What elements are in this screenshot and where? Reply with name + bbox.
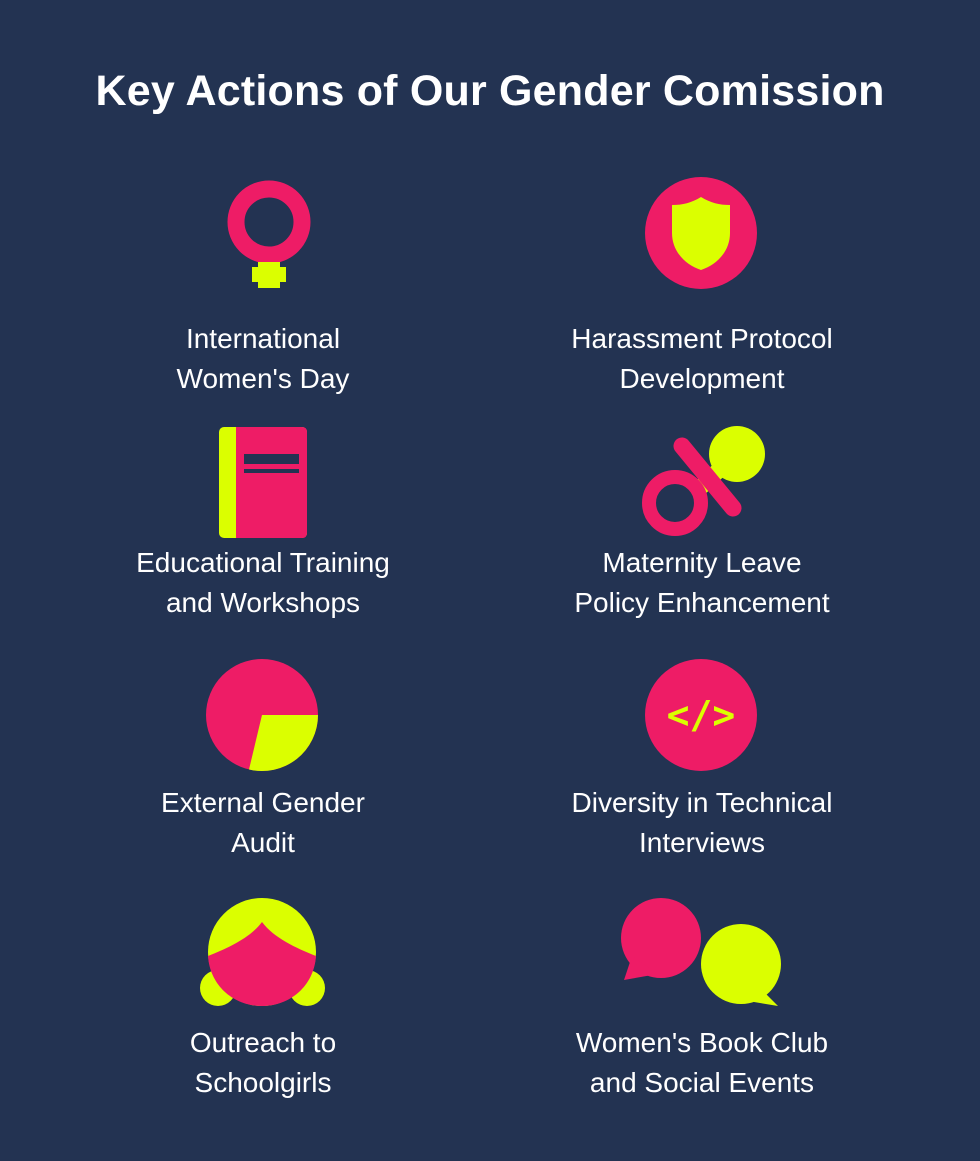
page-title: Key Actions of Our Gender Comission — [95, 67, 885, 115]
item-label-outreach-schoolgirls: Outreach to Schoolgirls — [189, 1027, 337, 1098]
pie-chart-icon — [206, 659, 318, 772]
item-label-maternity-leave: Maternity Leave Policy Enhancement — [574, 547, 830, 618]
book-icon — [219, 427, 307, 538]
pacifier-icon — [642, 426, 765, 536]
girl-face-icon — [200, 898, 325, 1006]
item-label-harassment-protocol: Harassment Protocol Development — [571, 323, 833, 394]
item-label-international-womens-day: International Women's Day — [176, 323, 350, 394]
shield-icon — [645, 177, 757, 289]
svg-text:</>: </> — [667, 693, 736, 737]
code-icon: </> — [645, 659, 757, 771]
item-label-diversity-interviews: Diversity in Technical Interviews — [571, 787, 833, 858]
speech-bubbles-icon — [621, 898, 781, 1006]
item-label-book-club: Women's Book Club and Social Events — [575, 1027, 829, 1098]
item-label-external-gender-audit: External Gender Audit — [161, 787, 365, 858]
item-label-educational-training: Educational Training and Workshops — [136, 547, 390, 618]
female-symbol-icon — [227, 180, 311, 288]
